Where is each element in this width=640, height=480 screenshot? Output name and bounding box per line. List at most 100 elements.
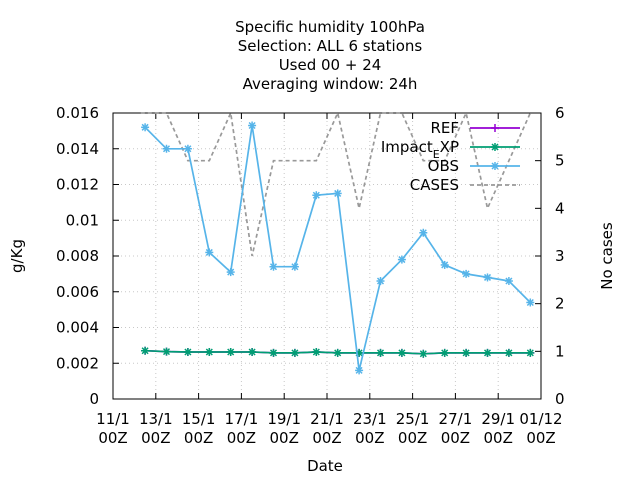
data-point-obs (526, 298, 535, 307)
data-point-impact-exp (162, 347, 171, 356)
legend-marker-ref (491, 124, 499, 132)
x-tick-label: 11/1 (96, 410, 130, 428)
data-point-impact-exp (504, 348, 513, 357)
legend-item-impact-exp: ImpactEXP (381, 138, 520, 161)
data-point-impact-exp (376, 348, 385, 357)
data-point-obs (162, 144, 171, 153)
data-point-impact-exp (440, 348, 449, 357)
y-tick-label: 0.006 (56, 283, 99, 301)
data-point-impact-exp (312, 347, 321, 356)
x-tick-label: 19/1 (267, 410, 301, 428)
y2-tick-label: 4 (555, 199, 565, 217)
x-tick-label: 00Z (526, 429, 555, 447)
chart-title-line: Specific humidity 100hPa (235, 18, 425, 36)
chart-title-line: Selection: ALL 6 stations (238, 37, 423, 55)
x-tick-label: 15/1 (182, 410, 216, 428)
data-point-obs (483, 273, 492, 282)
legend-label: OBS (428, 157, 459, 175)
chart-title-line: Averaging window: 24h (243, 75, 418, 93)
y-tick-label: 0.01 (66, 211, 99, 229)
data-point-obs (183, 144, 192, 153)
x-tick-label: 21/1 (310, 410, 344, 428)
grid (113, 113, 541, 399)
data-point-obs (269, 262, 278, 271)
data-point-obs (419, 228, 428, 237)
data-point-obs (355, 366, 364, 375)
series-line-cases (140, 110, 532, 257)
x-tick-label: 27/1 (439, 410, 473, 428)
data-point-obs (312, 191, 321, 200)
legend-marker-obs (491, 162, 499, 170)
x-tick-label: 00Z (398, 429, 427, 447)
legend-item-ref: REF (430, 119, 520, 137)
data-point-impact-exp (462, 348, 471, 357)
y2-tick-label: 3 (555, 247, 565, 265)
x-tick-label: 00Z (270, 429, 299, 447)
x-tick-label: 17/1 (225, 410, 259, 428)
data-point-impact-exp (526, 348, 535, 357)
data-point-impact-exp (205, 347, 214, 356)
data-point-obs (290, 262, 299, 271)
data-point-impact-exp (141, 346, 150, 355)
x-tick-label: 01/12 (519, 410, 562, 428)
data-point-obs (440, 260, 449, 269)
data-point-impact-exp (290, 348, 299, 357)
data-point-obs (333, 189, 342, 198)
legend-item-cases: CASES (410, 176, 520, 194)
x-tick-label: 13/1 (139, 410, 173, 428)
data-point-impact-exp (269, 348, 278, 357)
data-point-impact-exp (483, 348, 492, 357)
data-point-obs (397, 255, 406, 264)
data-point-impact-exp (183, 347, 192, 356)
y-tick-label: 0.002 (56, 354, 99, 372)
y2-tick-label: 2 (555, 295, 565, 313)
series (140, 110, 535, 375)
y-axis-label: g/Kg (8, 239, 26, 273)
y2-tick-label: 0 (555, 390, 565, 408)
y-tick-label: 0.008 (56, 247, 99, 265)
data-point-impact-exp (226, 347, 235, 356)
y-tick-label: 0.016 (56, 104, 99, 122)
axis-ticks: 11/100Z13/100Z15/100Z17/100Z19/100Z21/10… (56, 104, 565, 447)
y2-tick-label: 6 (555, 104, 565, 122)
x-tick-label: 00Z (227, 429, 256, 447)
chart-title-line: Used 00 + 24 (279, 56, 382, 74)
data-point-impact-exp (248, 347, 257, 356)
x-tick-label: 25/1 (396, 410, 430, 428)
x-tick-label: 00Z (484, 429, 513, 447)
x-tick-label: 00Z (98, 429, 127, 447)
x-tick-label: 00Z (184, 429, 213, 447)
data-point-obs (462, 269, 471, 278)
legend-item-obs: OBS (428, 157, 520, 175)
legend-label: ImpactEXP (381, 138, 459, 161)
data-point-obs (205, 248, 214, 257)
data-point-obs (504, 277, 513, 286)
x-tick-label: 29/1 (481, 410, 515, 428)
legend-label: REF (430, 119, 459, 137)
x-tick-label: 00Z (355, 429, 384, 447)
x-tick-label: 23/1 (353, 410, 387, 428)
legend-marker-impact-exp (491, 143, 499, 151)
data-point-obs (248, 121, 257, 130)
x-axis-label: Date (307, 457, 343, 475)
y2-tick-label: 1 (555, 342, 565, 360)
y-tick-label: 0.004 (56, 319, 99, 337)
y-tick-label: 0.012 (56, 176, 99, 194)
data-point-obs (141, 123, 150, 132)
data-point-obs (226, 268, 235, 277)
data-point-obs (376, 277, 385, 286)
data-point-impact-exp (397, 348, 406, 357)
x-tick-label: 00Z (312, 429, 341, 447)
data-point-impact-exp (419, 349, 428, 358)
y-tick-label: 0.014 (56, 140, 99, 158)
data-point-impact-exp (333, 348, 342, 357)
x-tick-label: 00Z (441, 429, 470, 447)
legend-label: CASES (410, 176, 459, 194)
y-tick-label: 0 (89, 390, 99, 408)
y2-tick-label: 5 (555, 152, 565, 170)
x-tick-label: 00Z (141, 429, 170, 447)
